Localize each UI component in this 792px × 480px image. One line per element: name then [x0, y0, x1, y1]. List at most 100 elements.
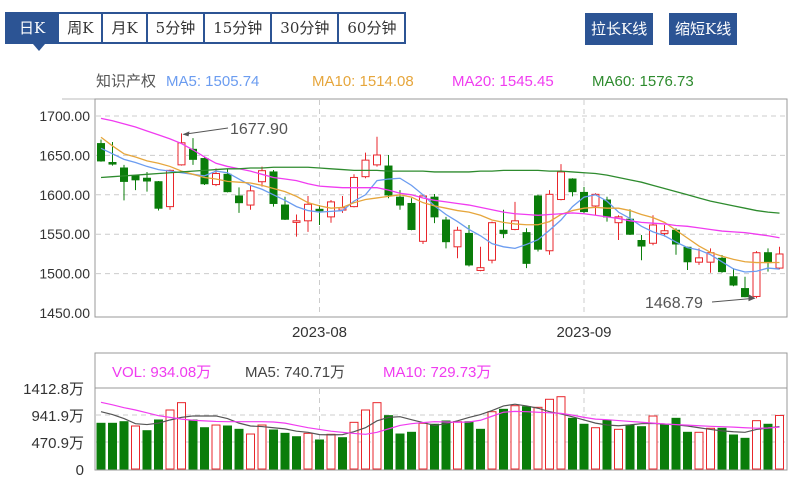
candle-down [407, 202, 416, 230]
volume-bar-down [430, 423, 439, 470]
candle-down [741, 288, 749, 298]
price-tick-label: 1500.00 [39, 266, 90, 282]
price-tick-label: 1450.00 [39, 305, 90, 321]
candle-down [683, 246, 692, 263]
tab-5min[interactable]: 5分钟 [147, 14, 204, 42]
candle-up [373, 154, 381, 166]
volume-bar-down [292, 436, 301, 470]
candle-up [752, 252, 761, 297]
candle-down [223, 173, 232, 193]
annotation-arrow [183, 127, 229, 135]
candle-up [453, 229, 462, 248]
candle-down [626, 218, 634, 235]
volume-bar-up [165, 409, 175, 470]
line-ma60 [100, 166, 780, 214]
volume-bar-down [315, 439, 324, 470]
candle-down [534, 195, 542, 250]
candle-up [258, 170, 266, 183]
price-tick-label: 1700.00 [39, 108, 90, 124]
volume-bar-down [269, 429, 278, 470]
tab-30min[interactable]: 30分钟 [272, 14, 338, 42]
volume-bar-down [96, 422, 106, 470]
tab-monthly-k[interactable]: 月K [103, 14, 146, 42]
line-ma20 [100, 117, 780, 239]
candle-up [246, 190, 255, 206]
volume-bar-down [625, 424, 635, 470]
volume-bar-up [614, 428, 623, 470]
volume-bar-down [223, 425, 232, 470]
volume-legend-ma10: MA10: 729.73万 [383, 364, 491, 381]
candle-up [660, 230, 669, 234]
price-tick-label: 1550.00 [39, 226, 90, 242]
candle-down [465, 232, 473, 266]
volume-bar-up [453, 421, 462, 470]
volume-tick-label: 470.9万 [31, 435, 84, 452]
legend-ma10: MA10: 1514.08 [312, 73, 414, 90]
volume-bar-down [441, 420, 451, 470]
volume-bar-up [591, 427, 600, 470]
volume-tick-label: 1412.8万 [23, 381, 84, 398]
volume-bar-down [188, 419, 198, 470]
candle-down [315, 208, 324, 212]
volume-bar-up [372, 402, 382, 470]
volume-bar-down [108, 422, 117, 470]
volume-bar-down [464, 421, 474, 470]
volume-bar-down [234, 428, 244, 470]
candle-down [154, 181, 163, 209]
volume-bar-down [602, 419, 612, 470]
tab-weekly-k[interactable]: 周K [59, 14, 102, 42]
volume-bar-up [349, 421, 359, 470]
candle-up [649, 224, 657, 244]
volume-bar-down [522, 406, 531, 470]
volume-bar-down [280, 432, 290, 470]
volume-bar-down [637, 426, 646, 470]
candle-down [637, 240, 646, 247]
volume-bar-down [499, 408, 508, 470]
volume-bar-down [671, 417, 681, 470]
volume-bar-up [361, 409, 370, 470]
candle-up [166, 169, 174, 208]
volume-tick-label: 941.9万 [31, 408, 84, 425]
line-ma5 [100, 147, 780, 273]
candle-down [442, 219, 450, 243]
volume-bar-down [729, 434, 738, 470]
volume-bar-down [763, 423, 773, 470]
volume-bar-up [211, 424, 221, 470]
candle-down [396, 196, 404, 206]
candle-up [419, 195, 427, 242]
candle-up [361, 159, 370, 178]
zoom-out-kline-button[interactable]: 缩短K线 [669, 13, 738, 45]
annotation-arrowhead [748, 294, 756, 302]
candle-up [292, 220, 301, 223]
candle-up [304, 203, 312, 222]
volume-bar-up [556, 396, 566, 470]
tab-60min[interactable]: 60分钟 [339, 14, 405, 42]
stock-name: 知识产权 [96, 73, 156, 90]
volume-bar-down [476, 428, 485, 470]
volume-bar-up [775, 414, 784, 470]
date-tick-label: 2023-08 [292, 324, 347, 341]
tab-15min[interactable]: 15分钟 [205, 14, 271, 42]
volume-bar-up [752, 420, 761, 470]
candle-down [718, 257, 726, 273]
candle-up [327, 201, 335, 218]
volume-plot-frame [94, 352, 788, 471]
volume-bar-down [154, 419, 163, 470]
volume-line-ma10 [100, 401, 780, 435]
candle-down [143, 177, 151, 182]
zoom-in-kline-button[interactable]: 拉长K线 [585, 13, 654, 45]
annotation-arrow [711, 297, 755, 303]
candle-down [97, 143, 105, 162]
candle-up [350, 176, 358, 208]
volume-bar-down [119, 421, 129, 470]
candle-up [476, 267, 485, 271]
volume-bar-up [177, 402, 186, 470]
candle-down [499, 229, 508, 234]
tab-daily-k[interactable]: 日K [7, 14, 58, 51]
volume-bar-up [648, 415, 658, 470]
legend-ma5: MA5: 1505.74 [166, 73, 259, 90]
volume-bar-up [545, 398, 554, 470]
candle-down [568, 178, 577, 193]
volume-legend-ma5: MA5: 740.71万 [245, 364, 345, 381]
